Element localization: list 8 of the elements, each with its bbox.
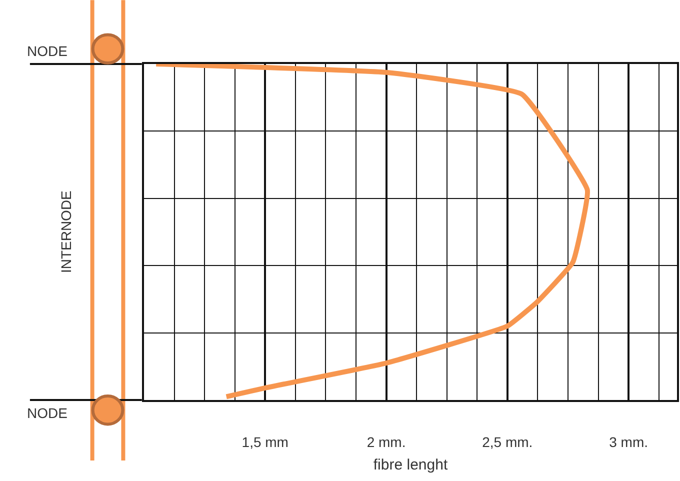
x-tick-label: 2 mm. (366, 434, 406, 450)
text: NODE (27, 43, 68, 59)
y-axis-title: INTERNODE (58, 190, 74, 274)
text: NODE (27, 405, 68, 421)
x-axis-title: fibre lenght (373, 456, 448, 474)
x-tick-label: 2,5 mm. (482, 434, 533, 450)
x-tick-label: 1,5 mm (242, 434, 288, 450)
x-tick-label: 3 mm. (609, 434, 648, 450)
